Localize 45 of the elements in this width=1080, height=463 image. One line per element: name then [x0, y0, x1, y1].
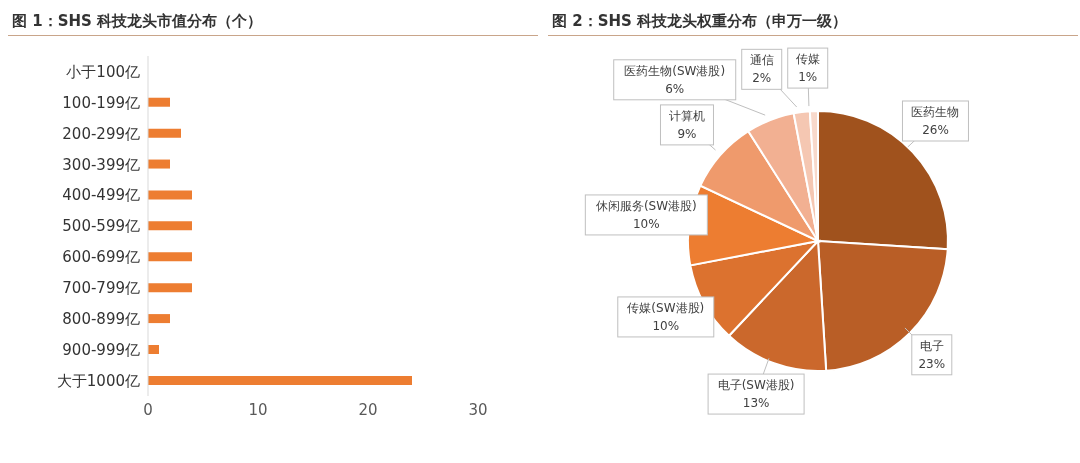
y-tick-label: 100-199亿 [62, 93, 140, 112]
chart-title: 图 1：SHS 科技龙头市值分布（个） [8, 8, 538, 36]
bar [148, 190, 192, 200]
y-tick-label: 400-499亿 [62, 186, 140, 205]
slice-label: 休闲服务(SW港股) [595, 198, 697, 213]
y-tick-label: 200-299亿 [62, 124, 140, 143]
x-tick-label: 20 [358, 400, 378, 419]
y-tick-label: 900-999亿 [62, 340, 140, 359]
y-tick-label: 小于100亿 [66, 62, 140, 81]
data-label: 13% [742, 396, 770, 411]
slice-label: 医药生物 [911, 105, 960, 119]
data-label: 9% [677, 126, 697, 141]
bar [148, 283, 192, 293]
bar [148, 345, 159, 354]
bar [148, 375, 412, 385]
slice-label: 电子 [919, 338, 944, 353]
slice-label: 电子(SW港股) [717, 378, 795, 393]
data-label: 2% [752, 71, 772, 86]
y-tick-label: 800-899亿 [62, 310, 140, 329]
y-tick-label: 600-699亿 [62, 248, 140, 267]
y-tick-label: 500-599亿 [62, 217, 140, 236]
data-label: 6% [665, 81, 685, 96]
slice-label: 传媒(SW港股) [627, 300, 705, 315]
x-tick-label: 30 [468, 400, 488, 419]
slice-label: 传媒 [795, 52, 820, 67]
y-tick-label: 700-799亿 [62, 279, 140, 298]
y-tick-label: 300-399亿 [62, 155, 140, 174]
bar [148, 128, 181, 138]
slice-label: 医药生物(SW港股) [624, 63, 726, 78]
data-label: 10% [632, 216, 660, 231]
data-label: 10% [652, 318, 680, 333]
chart-title: 图 2：SHS 科技龙头权重分布（申万一级） [548, 8, 1078, 36]
bar [148, 221, 192, 231]
data-label: 26% [922, 123, 949, 137]
slice-label: 计算机 [668, 108, 705, 123]
slice-label: 通信 [749, 53, 774, 68]
bar [148, 314, 170, 324]
bar [148, 159, 170, 169]
bar [148, 252, 192, 262]
data-label: 1% [798, 70, 818, 85]
y-tick-label: 大于1000亿 [56, 371, 140, 390]
x-tick-label: 10 [248, 400, 268, 419]
bar [148, 97, 170, 107]
data-label: 23% [918, 356, 946, 371]
x-tick-label: 0 [143, 400, 153, 419]
